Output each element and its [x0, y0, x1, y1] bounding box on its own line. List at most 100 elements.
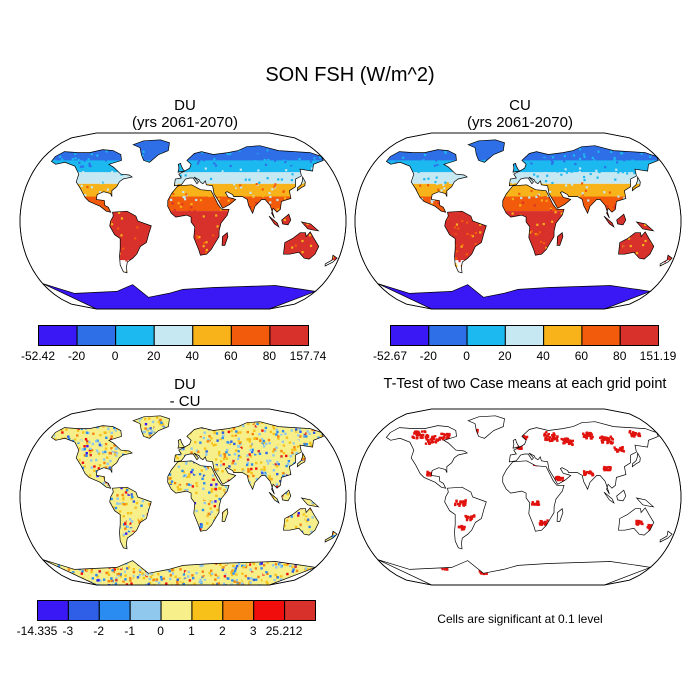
- grid-cell: [248, 440, 251, 443]
- grid-cell: [232, 583, 236, 585]
- grid-cell: [122, 515, 125, 518]
- grid-cell: [103, 573, 107, 576]
- grid-cell: [272, 450, 275, 453]
- grid-cell: [311, 253, 314, 256]
- grid-cell: [110, 501, 114, 504]
- grid-cell: [214, 443, 217, 447]
- grid-cell: [275, 426, 279, 430]
- grid-cell: [213, 232, 216, 235]
- grid-cell: [195, 449, 199, 452]
- grid-cell: [186, 575, 190, 578]
- grid-cell: [279, 563, 282, 566]
- grid-cell: [185, 483, 189, 486]
- grid-cell: [115, 502, 119, 505]
- grid-cell: [92, 572, 96, 576]
- grid-cell: [268, 149, 271, 152]
- coastline: [281, 213, 292, 226]
- coastline: [109, 210, 152, 274]
- grid-cell: [518, 192, 521, 195]
- grid-cell: [200, 469, 204, 472]
- grid-cell: [174, 575, 177, 578]
- grid-cell: [282, 444, 285, 447]
- grid-cell: [603, 191, 606, 194]
- grid-cell: [280, 433, 283, 436]
- grid-cell: [144, 422, 148, 426]
- grid-cell: [221, 431, 225, 434]
- grid-cell: [246, 461, 250, 464]
- grid-cell: [560, 212, 563, 215]
- grid-cell: [87, 457, 90, 461]
- grid-cell: [130, 582, 133, 585]
- grid-cell: [268, 459, 272, 462]
- grid-cell: [203, 447, 207, 450]
- grid-cell: [241, 194, 244, 197]
- grid-cell: [297, 524, 301, 528]
- panel-ttest-title: T-Test of two Case means at each grid po…: [383, 376, 667, 392]
- grid-cell: [529, 165, 532, 169]
- grid-cell: [266, 569, 269, 572]
- grid-cell: [109, 220, 113, 223]
- grid-cell: [650, 242, 653, 245]
- grid-cell: [550, 159, 553, 162]
- grid-cell: [213, 504, 217, 508]
- grid-cell: [277, 437, 280, 440]
- grid-cell: [85, 451, 88, 455]
- grid-cell: [191, 167, 194, 170]
- grid-cell: [423, 153, 427, 157]
- grid-cell: [640, 152, 643, 155]
- grid-cell: [205, 467, 208, 471]
- map-border: [354, 132, 682, 310]
- grid-cell: [144, 427, 147, 430]
- grid-cell: [70, 431, 73, 434]
- grid-cell: [128, 491, 131, 495]
- grid-cell: [279, 431, 283, 435]
- grid-cell: [129, 579, 132, 582]
- grid-cell: [290, 515, 293, 518]
- grid-cell: [110, 435, 113, 438]
- grid-cell: [218, 487, 221, 490]
- grid-cell: [543, 196, 547, 199]
- grid-cell: [244, 569, 247, 572]
- grid-cell: [563, 160, 566, 163]
- grid-cell: [277, 178, 280, 181]
- grid-cell: [313, 157, 316, 160]
- grid-cell: [305, 515, 308, 518]
- grid-cell: [98, 583, 102, 585]
- grid-cell: [78, 460, 81, 464]
- grid-cell: [53, 159, 56, 162]
- grid-cell: [549, 207, 553, 211]
- grid-cell: [276, 430, 279, 434]
- grid-cell: [265, 580, 268, 584]
- grid-cell: [295, 428, 298, 431]
- grid-cell: [604, 166, 607, 169]
- grid-cell: [67, 437, 71, 441]
- grid-cell: [437, 178, 440, 181]
- grid-cell: [183, 480, 187, 483]
- grid-cell: [96, 154, 99, 157]
- grid-cell: [295, 451, 298, 455]
- grid-cell: [590, 167, 593, 170]
- coastline: [42, 283, 317, 310]
- grid-cell: [550, 173, 553, 176]
- grid-cell: [443, 184, 447, 187]
- grid-cell: [94, 571, 98, 575]
- grid-cell: [298, 157, 301, 161]
- grid-cell: [275, 484, 279, 488]
- grid-cell: [258, 432, 261, 436]
- grid-cell: [227, 199, 230, 202]
- grid-cell: [311, 428, 314, 432]
- grid-cell: [299, 439, 303, 443]
- grid-cell: [306, 430, 309, 433]
- grid-cell: [84, 438, 88, 441]
- grid-cell: [147, 503, 151, 506]
- grid-cell: [567, 155, 570, 158]
- grid-cell: [260, 437, 264, 441]
- grid-cell: [77, 158, 80, 161]
- grid-cell: [103, 444, 107, 447]
- grid-cell: [230, 583, 233, 585]
- coastline: [385, 149, 468, 213]
- grid-cell: [262, 445, 266, 448]
- grid-cell: [263, 158, 267, 162]
- grid-cell: [92, 432, 95, 435]
- grid-cell: [267, 438, 271, 442]
